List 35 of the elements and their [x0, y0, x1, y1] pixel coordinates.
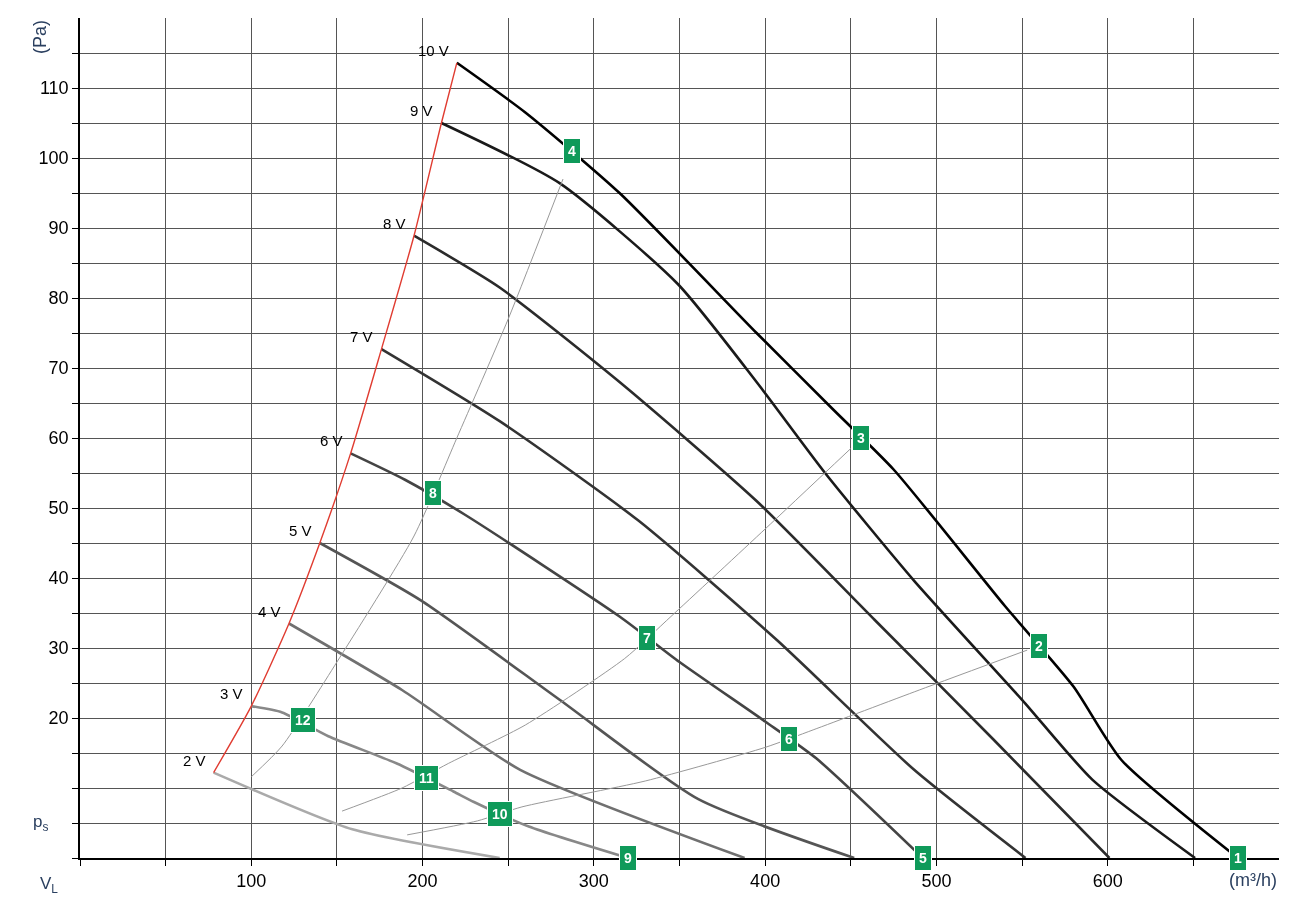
- y-axis-title: (Pa): [30, 19, 50, 54]
- y-tick-label: 100: [38, 148, 69, 169]
- y-tick-label: 110: [39, 78, 69, 99]
- y-tick-label: 30: [48, 638, 69, 659]
- x-tick-label: 100: [236, 871, 267, 892]
- annotation: 8: [429, 485, 437, 501]
- annotation: 2: [1035, 638, 1043, 654]
- annotation: 12: [295, 712, 311, 728]
- x-tick-label: 200: [407, 871, 438, 892]
- y-tick-label: 70: [48, 358, 69, 379]
- annotation: 7: [643, 630, 651, 646]
- x-tick-label: 300: [578, 871, 609, 892]
- y-tick-label: 60: [48, 428, 69, 449]
- y-tick-label: 20: [48, 708, 69, 729]
- x-axis-title: (m³/h): [1229, 870, 1277, 890]
- y-tick-label: 50: [48, 498, 69, 519]
- x-tick-label: 500: [921, 871, 952, 892]
- series-label: 8 V: [383, 215, 406, 232]
- annotation: 11: [419, 770, 435, 786]
- y-tick-label: 90: [48, 218, 69, 239]
- annotation: 4: [568, 143, 576, 159]
- y-tick-label: 80: [48, 288, 69, 309]
- series-label: 3 V: [220, 685, 243, 702]
- series-label: 5 V: [289, 522, 312, 539]
- annotation: 6: [785, 731, 793, 747]
- x-tick-label: 600: [1092, 871, 1123, 892]
- line-series: [212, 62, 458, 774]
- x-tick-label: 400: [750, 871, 781, 892]
- series-label: 2 V: [183, 752, 206, 769]
- line-series: [406, 649, 1028, 836]
- y-tick-label: 40: [48, 568, 69, 589]
- text: p$_{s}$: [33, 812, 49, 834]
- annotation: 10: [492, 806, 508, 822]
- text: V$_{L}$: [40, 874, 59, 896]
- annotation: 3: [857, 430, 865, 446]
